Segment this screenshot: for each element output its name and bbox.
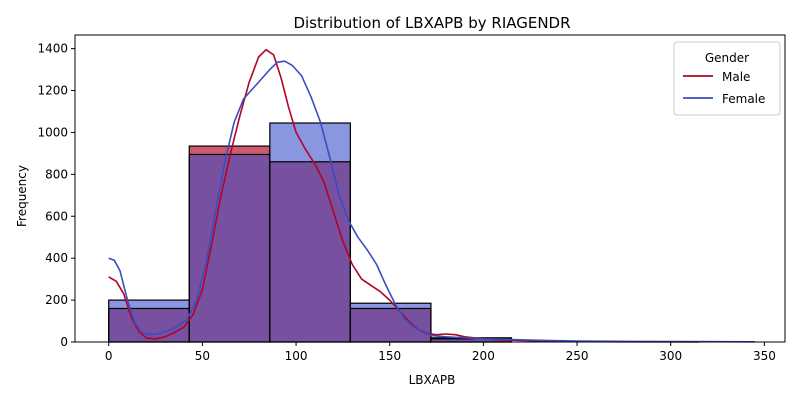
- kde-line-female: [108, 60, 756, 343]
- legend-label-male: Male: [722, 70, 750, 84]
- kde-line-male: [108, 48, 699, 343]
- legend-title: Gender: [705, 51, 749, 65]
- x-tick-label: 350: [753, 349, 776, 363]
- x-tick-label: 0: [105, 349, 113, 363]
- axes-frame: [74, 34, 786, 343]
- histogram-bar-female: [350, 303, 431, 309]
- x-tick-label: 100: [285, 349, 308, 363]
- chart-title: Distribution of LBXAPB by RIAGENDR: [293, 14, 570, 32]
- x-tick-label: 250: [566, 349, 589, 363]
- legend-label-female: Female: [722, 92, 765, 106]
- histogram-bar-overlap: [430, 338, 512, 342]
- histogram-bar-overlap: [189, 154, 270, 342]
- histogram-bar-female: [108, 300, 190, 309]
- x-tick-label: 300: [659, 349, 682, 363]
- x-tick-label: 50: [195, 349, 210, 363]
- y-axis-label: Frequency: [15, 165, 29, 227]
- y-tick-label: 200: [45, 293, 68, 307]
- plot-area: [108, 48, 756, 343]
- histogram-bar-male: [189, 146, 270, 155]
- histogram-bar-overlap: [108, 308, 190, 342]
- y-tick-label: 1400: [37, 42, 68, 56]
- axes: 0 50 100 150 200 250 300 350 0 200 400 600 800 1000 12…: [37, 34, 786, 363]
- legend-frame: [673, 41, 781, 116]
- histogram-bar-overlap: [269, 161, 351, 342]
- y-tick-label: 800: [45, 167, 68, 181]
- y-tick-label: 0: [60, 335, 68, 349]
- x-axis-label: LBXAPB: [409, 373, 456, 387]
- y-tick-label: 1200: [37, 84, 68, 98]
- y-tick-label: 1000: [37, 125, 68, 139]
- y-tick-label: 400: [45, 251, 68, 265]
- legend: Gender Male Female: [673, 41, 781, 116]
- x-tick-label: 150: [378, 349, 401, 363]
- y-tick-label: 600: [45, 209, 68, 223]
- histogram-bar-overlap: [350, 308, 431, 342]
- x-tick-label: 200: [472, 349, 495, 363]
